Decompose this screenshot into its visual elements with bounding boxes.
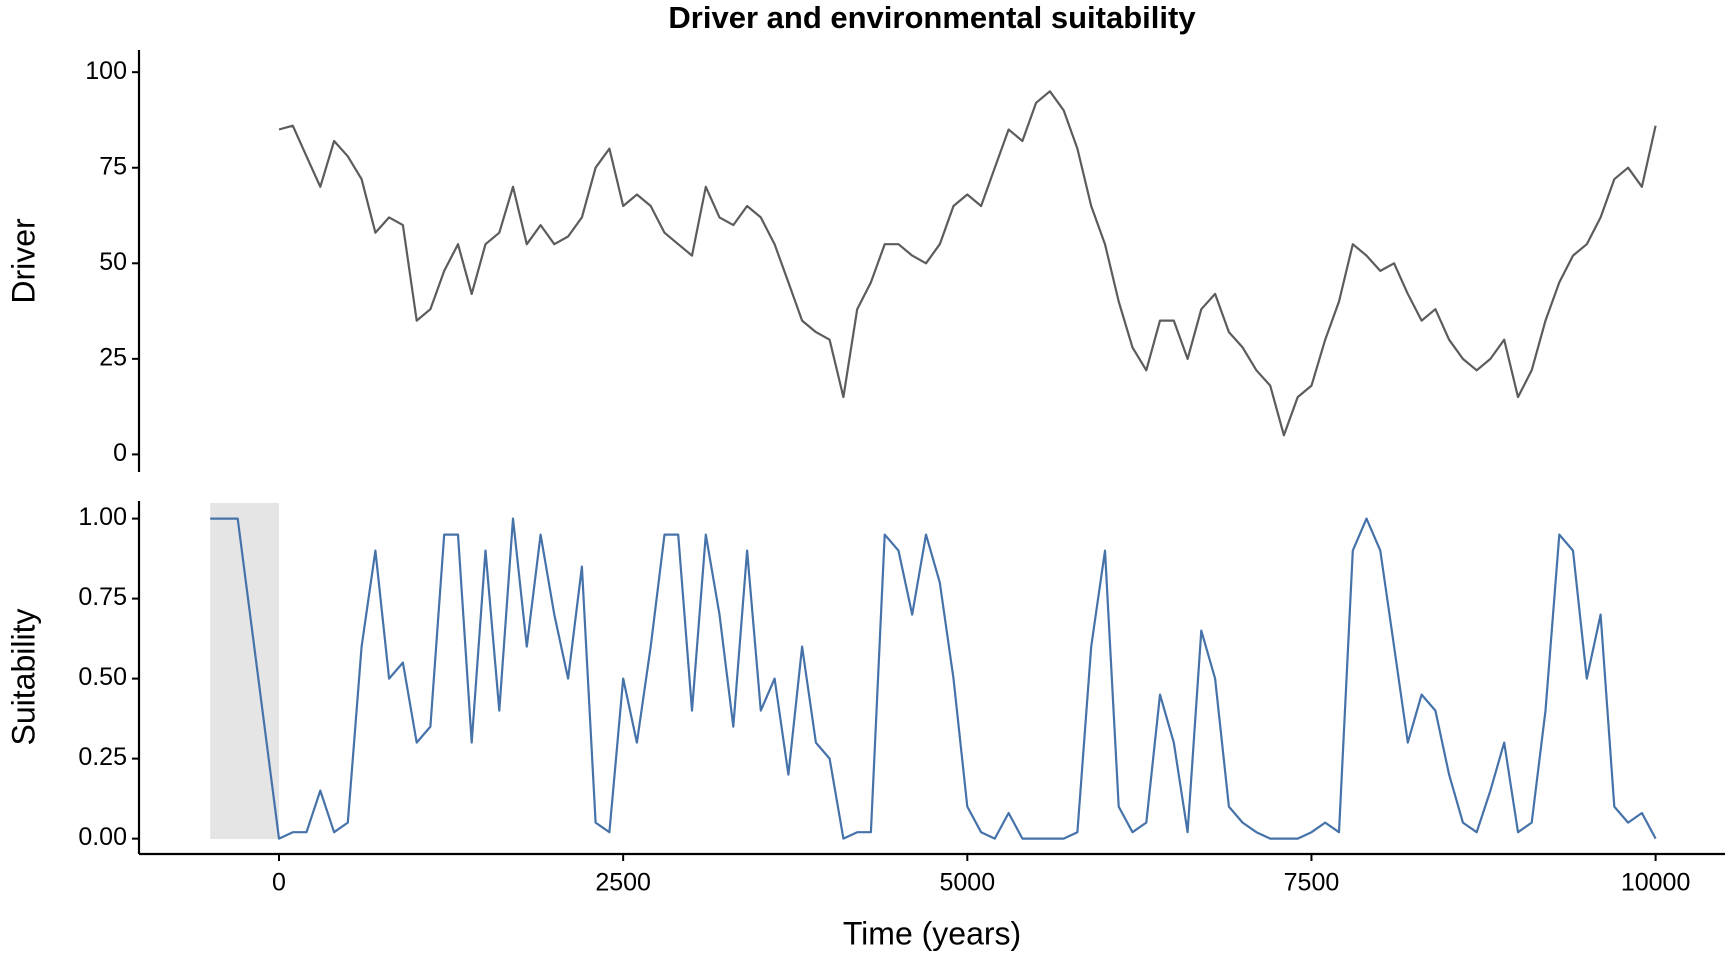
y-tick-label: 75 (99, 152, 127, 180)
chart-title: Driver and environmental suitability (668, 0, 1196, 35)
data-line (210, 517, 1657, 840)
y-tick-label: 0.25 (78, 743, 127, 771)
shaded-region (210, 503, 280, 839)
x-tick-label: 7500 (1284, 869, 1340, 897)
y-axis-title: Driver (5, 218, 41, 304)
y-tick-label: 1.00 (78, 503, 127, 531)
y-tick-label: 0.00 (78, 823, 127, 851)
x-tick-label: 5000 (939, 869, 995, 897)
y-tick-label: 50 (99, 248, 127, 276)
y-tick-label: 0.75 (78, 583, 127, 611)
x-tick-label: 2500 (595, 869, 651, 897)
y-tick-label: 100 (85, 57, 127, 85)
y-tick-label: 0.50 (78, 663, 127, 691)
x-axis-title: Time (years) (843, 915, 1021, 951)
data-line (278, 90, 1657, 437)
x-tick-label: 0 (272, 869, 286, 897)
y-tick-label: 0 (113, 439, 127, 467)
y-tick-label: 25 (99, 343, 127, 371)
x-tick-label: 10000 (1621, 869, 1691, 897)
y-axis-title: Suitability (5, 609, 41, 746)
